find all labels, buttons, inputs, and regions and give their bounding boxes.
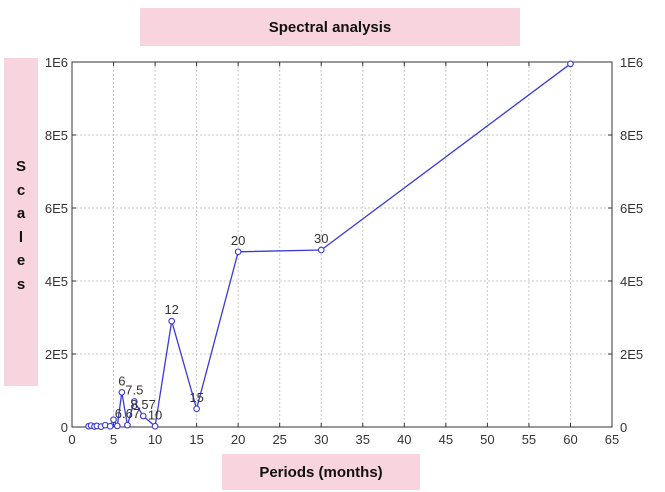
y-tick-label-left: 6E5 xyxy=(45,201,68,216)
data-point xyxy=(567,60,574,68)
data-label: 8.57 xyxy=(131,397,156,412)
y-tick-label-right: 8E5 xyxy=(620,128,643,143)
y-tick-label-right: 0 xyxy=(620,420,627,435)
x-axis-label: Periods (months) xyxy=(259,463,383,481)
x-tick-label: 60 xyxy=(563,432,577,447)
data-point xyxy=(110,416,117,424)
data-point xyxy=(168,317,176,325)
series-line xyxy=(88,63,571,428)
y-tick-label-left: 8E5 xyxy=(45,128,68,143)
data-point xyxy=(106,422,114,430)
x-tick-label: 0 xyxy=(68,432,75,447)
data-label: 6 xyxy=(118,373,125,388)
data-point xyxy=(113,422,121,430)
y-tick-label-right: 4E5 xyxy=(620,274,643,289)
y-axis-label-letter: e xyxy=(16,252,26,269)
data-point xyxy=(118,388,126,396)
y-axis-label-letter: c xyxy=(16,181,26,199)
data-point xyxy=(124,421,131,429)
x-tick-label: 45 xyxy=(439,432,453,447)
data-point xyxy=(193,405,200,413)
x-tick-label: 65 xyxy=(605,432,619,447)
x-tick-label: 55 xyxy=(522,432,536,447)
y-tick-label-right: 1E6 xyxy=(620,55,643,70)
x-tick-label: 40 xyxy=(397,432,411,447)
y-tick-label-left: 0 xyxy=(61,420,68,435)
data-point xyxy=(317,246,325,254)
data-point xyxy=(151,422,159,430)
chart-title-box: Spectral analysis xyxy=(140,8,520,46)
x-tick-label: 15 xyxy=(189,432,203,447)
x-tick-label: 30 xyxy=(314,432,328,447)
plot-frame xyxy=(71,61,613,428)
x-tick-label: 35 xyxy=(356,432,370,447)
y-axis-label-letter: l xyxy=(18,228,24,246)
data-point xyxy=(139,412,147,420)
y-axis-label-letter: a xyxy=(16,205,26,222)
x-tick-label: 25 xyxy=(272,432,286,447)
y-tick-label-left: 4E5 xyxy=(45,274,68,289)
x-tick-label: 50 xyxy=(480,432,494,447)
x-tick-label: 10 xyxy=(148,432,162,447)
chart-title: Spectral analysis xyxy=(268,18,392,36)
y-tick-label-right: 6E5 xyxy=(620,201,643,216)
data-label: 15 xyxy=(189,390,203,405)
x-axis-label-box: Periods (months) xyxy=(222,454,420,490)
data-label: 10 xyxy=(148,407,162,422)
x-tick-label: 20 xyxy=(231,432,245,447)
data-label: 20 xyxy=(231,233,245,248)
data-point xyxy=(130,398,138,405)
y-tick-label-left: 2E5 xyxy=(45,347,68,362)
y-axis-label-letter: s xyxy=(16,275,26,293)
data-label: 6.67 xyxy=(115,406,140,421)
x-tick-label: 5 xyxy=(110,432,117,447)
data-label: 30 xyxy=(314,231,328,246)
y-tick-label-left: 1E6 xyxy=(45,55,68,70)
data-label: 12 xyxy=(164,302,178,317)
y-axis-label-letter: S xyxy=(15,158,26,175)
y-tick-label-right: 2E5 xyxy=(620,347,643,362)
data-point xyxy=(234,248,242,256)
data-label: 7.5 xyxy=(125,382,143,397)
